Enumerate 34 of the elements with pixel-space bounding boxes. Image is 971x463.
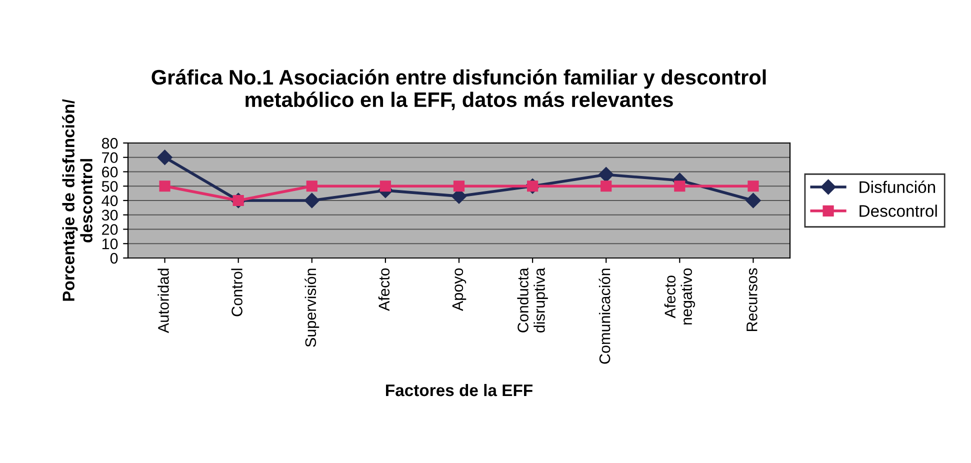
x-tick-label: Comunicación	[598, 268, 610, 364]
chart-title: Gráfica No.1 Asociación entre disfunción familiar y descontrol metabólico en la EFF, datos más relevantes	[152, 69, 766, 110]
x-tick-label: Conducta disruptiva	[517, 268, 548, 332]
y-axis-title: Porcentaje de disfunción/ descontrol	[62, 99, 92, 301]
x-tick-label: Afecto negativo	[664, 268, 696, 324]
y-tick-label: 70	[102, 152, 118, 164]
x-axis-title: Factores de la EFF	[386, 384, 532, 396]
x-tick-label: Recursos	[746, 268, 758, 331]
point	[304, 192, 320, 208]
y-tick-label: 60	[102, 166, 118, 178]
point	[748, 180, 759, 192]
x-tick-label: Apoyo	[452, 268, 466, 312]
y-tick-label: 40	[102, 195, 118, 206]
point	[674, 180, 686, 192]
y-tick-label: 0	[110, 252, 118, 264]
y-tick-label: 30	[102, 210, 118, 221]
point	[159, 180, 170, 192]
y-tick-label: 50	[102, 180, 118, 192]
y-tick-label: 10	[102, 238, 118, 250]
point	[306, 180, 318, 192]
x-tick-label: Afecto	[378, 268, 390, 311]
point	[746, 192, 761, 208]
point	[598, 167, 614, 182]
x-tick-label: Supervisión	[304, 268, 320, 347]
legend-label: Descontrol	[860, 204, 937, 217]
point	[453, 180, 465, 192]
point	[380, 180, 391, 192]
legend-label: Disfunción	[860, 180, 936, 194]
y-tick-label: 20	[102, 224, 118, 235]
point	[157, 150, 172, 165]
x-tick-label: Control	[231, 268, 242, 316]
y-tick-label: 80	[102, 138, 118, 149]
point	[600, 180, 612, 192]
x-tick-label: Autoridad	[158, 268, 169, 334]
